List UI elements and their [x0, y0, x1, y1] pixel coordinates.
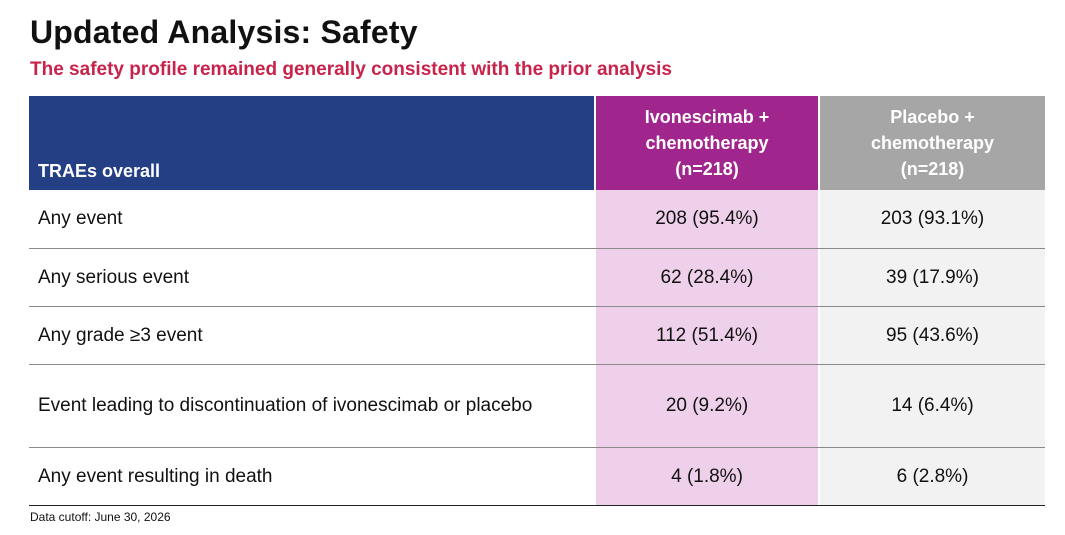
header-ivonescimab-line1: Ivonescimab + — [644, 107, 770, 127]
table-bottom-rule — [29, 505, 1045, 506]
row-ivonescimab-value: 112 (51.4%) — [594, 307, 818, 364]
header-placebo-line2: chemotherapy — [870, 133, 995, 153]
row-label: Any serious event — [29, 249, 594, 306]
header-placebo-line1: Placebo + — [890, 107, 975, 127]
header-ivonescimab-line3: (n=218) — [675, 159, 739, 179]
table-row: Any grade ≥3 event 112 (51.4%) 95 (43.6%… — [29, 306, 1045, 364]
safety-table: TRAEs overall Ivonescimab + chemotherapy… — [29, 96, 1045, 506]
page-title: Updated Analysis: Safety — [30, 14, 418, 50]
header-ivonescimab: Ivonescimab + chemotherapy (n=218) — [594, 96, 818, 190]
header-row-label: TRAEs overall — [29, 96, 594, 190]
row-placebo-value: 14 (6.4%) — [818, 365, 1045, 447]
row-label: Any event — [29, 190, 594, 248]
row-ivonescimab-value: 208 (95.4%) — [594, 190, 818, 248]
row-ivonescimab-value: 4 (1.8%) — [594, 448, 818, 505]
row-placebo-value: 6 (2.8%) — [818, 448, 1045, 505]
header-ivonescimab-line2: chemotherapy — [645, 133, 769, 153]
table-row: Any event 208 (95.4%) 203 (93.1%) — [29, 190, 1045, 248]
table-row: Event leading to discontinuation of ivon… — [29, 364, 1045, 447]
header-placebo: Placebo + chemotherapy (n=218) — [818, 96, 1045, 190]
row-label: Any event resulting in death — [29, 448, 594, 505]
table-header: TRAEs overall Ivonescimab + chemotherapy… — [29, 96, 1045, 190]
row-ivonescimab-value: 62 (28.4%) — [594, 249, 818, 306]
row-label: Event leading to discontinuation of ivon… — [29, 365, 594, 447]
header-placebo-line3: (n=218) — [900, 159, 965, 179]
footnote: Data cutoff: June 30, 2026 — [30, 510, 171, 524]
table-row: Any serious event 62 (28.4%) 39 (17.9%) — [29, 248, 1045, 306]
row-placebo-value: 95 (43.6%) — [818, 307, 1045, 364]
page-subtitle: The safety profile remained generally co… — [30, 59, 672, 80]
table-row: Any event resulting in death 4 (1.8%) 6 … — [29, 447, 1045, 505]
row-placebo-value: 39 (17.9%) — [818, 249, 1045, 306]
row-placebo-value: 203 (93.1%) — [818, 190, 1045, 248]
row-ivonescimab-value: 20 (9.2%) — [594, 365, 818, 447]
row-label: Any grade ≥3 event — [29, 307, 594, 364]
